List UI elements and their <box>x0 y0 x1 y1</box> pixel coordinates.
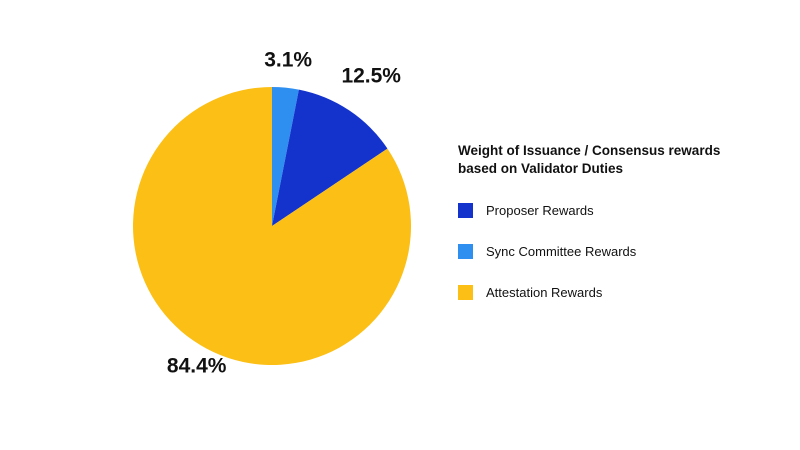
slice-label-proposer-rewards: 12.5% <box>341 65 401 88</box>
legend: Weight of Issuance / Consensus rewards b… <box>458 142 758 323</box>
pie-slice-proposer-rewards <box>272 89 388 226</box>
legend-swatch <box>458 202 473 218</box>
legend-item-sync-committee-rewards: Sync Committee Rewards <box>458 241 758 261</box>
pie-slice-sync-committee-rewards <box>272 87 299 226</box>
legend-item-proposer-rewards: Proposer Rewards <box>458 200 758 220</box>
legend-label: Sync Committee Rewards <box>486 243 637 259</box>
legend-title: Weight of Issuance / Consensus rewards b… <box>458 143 721 176</box>
pie-slice-attestation-rewards <box>133 87 412 365</box>
legend-swatch <box>458 243 473 259</box>
legend-label: Attestation Rewards <box>486 284 603 300</box>
legend-label: Proposer Rewards <box>486 202 594 218</box>
legend-item-attestation-rewards: Attestation Rewards <box>458 282 758 302</box>
slice-label-sync-committee-rewards: 3.1% <box>264 48 312 71</box>
slice-label-attestation-rewards: 84.4% <box>167 355 227 378</box>
legend-swatch <box>458 284 473 300</box>
